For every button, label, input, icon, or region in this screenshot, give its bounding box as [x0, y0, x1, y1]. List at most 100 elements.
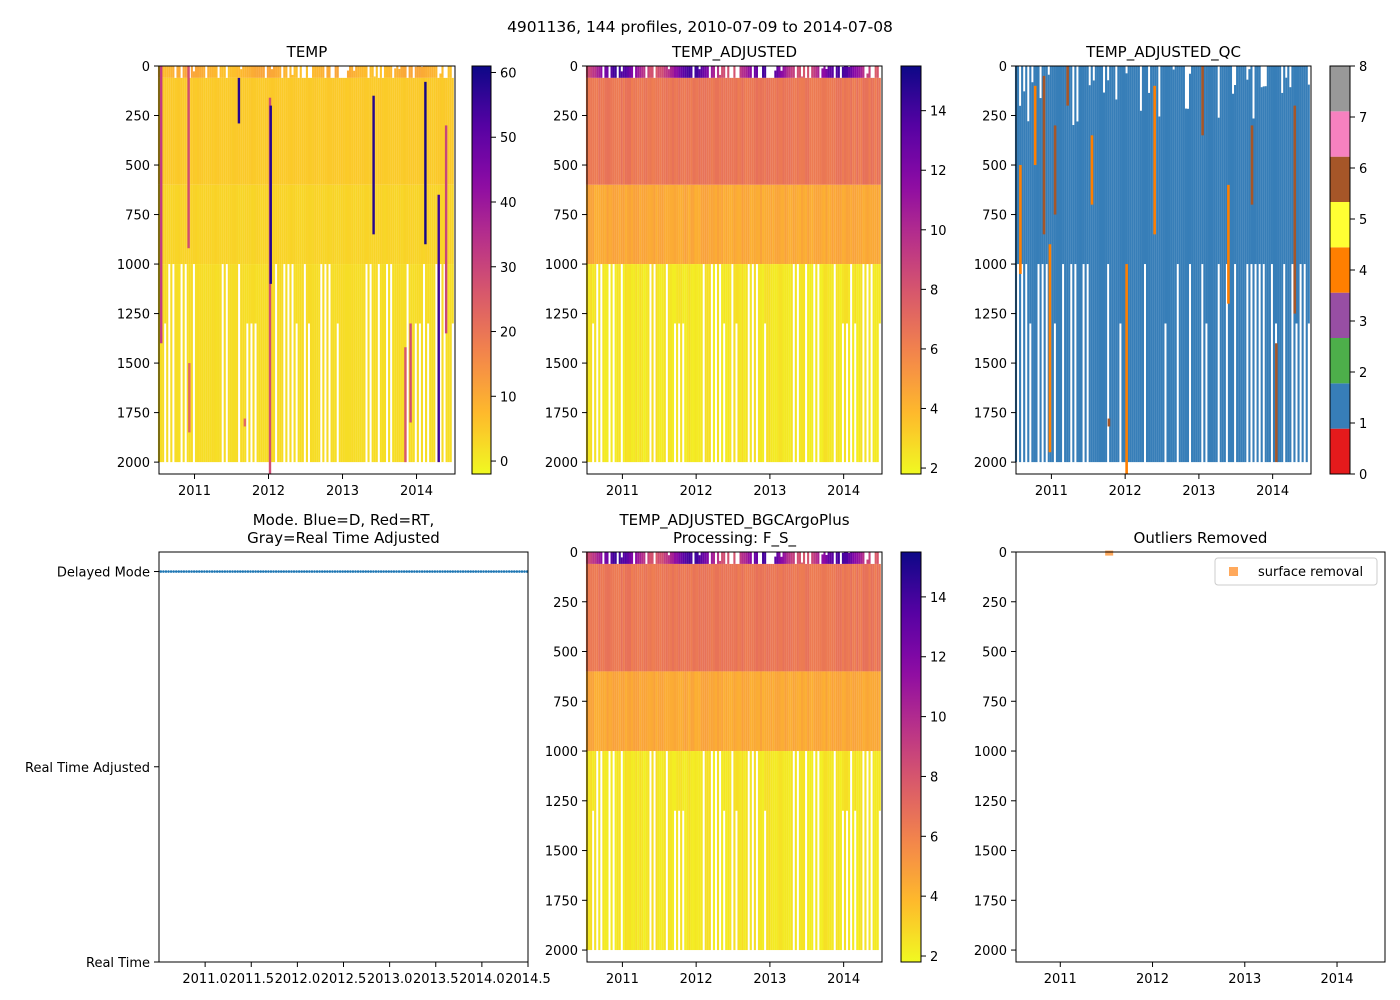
temp-adjusted-profile — [755, 66, 758, 265]
temp-adjusted-bgc-profile-segment — [878, 751, 881, 811]
temp-adjusted-profile — [667, 69, 670, 463]
temp-adjusted-profile — [727, 66, 730, 463]
temp-profile-segment — [186, 264, 189, 463]
temp-adjusted-bgc-profile-segment — [641, 671, 644, 752]
temp-adjusted-profile — [837, 66, 840, 463]
temp-profile-segment — [211, 264, 214, 463]
temp-adjusted-profile — [696, 66, 699, 463]
temp-adjusted-profile-segment — [772, 77, 775, 185]
temp-adjusted-bgc-profile-segment — [802, 563, 806, 672]
temp-adjusted-bgc-profile-segment — [719, 671, 722, 752]
temp-adjusted-qc-colorbar-tick-label: 5 — [1359, 213, 1367, 228]
temp-adjusted-qc-profile-bar — [1156, 66, 1159, 463]
temp-adjusted-profile-segment — [858, 66, 861, 78]
temp-adjusted-bgc-profile-segment — [860, 563, 863, 672]
temp-adjusted-qc-profile — [1016, 66, 1020, 265]
temp-adjusted-profile-segment — [667, 69, 670, 78]
temp-adjusted-bgc-profile-segment — [839, 563, 842, 672]
temp-adjusted-bgc-profile-segment — [673, 552, 677, 564]
temp-profile-segment — [332, 264, 335, 463]
temp-adjusted-profile-segment — [845, 66, 849, 78]
mode-point — [443, 570, 447, 573]
temp-ytick-label: 1250 — [117, 308, 150, 323]
temp-adjusted-profile-segment — [655, 77, 658, 185]
temp-profile-segment — [369, 184, 372, 265]
temp-profile-segment — [412, 184, 415, 265]
temp-profile-segment — [196, 66, 200, 78]
temp-profile-segment — [336, 184, 339, 265]
temp-adjusted-profile-segment — [800, 264, 804, 463]
temp-adjusted-bgc-profile-segment — [622, 552, 625, 564]
temp-adjusted-bgc-profile-segment — [778, 671, 781, 752]
temp-profile-segment — [381, 264, 384, 463]
temp-adjusted-ytick-label: 2000 — [545, 456, 578, 471]
temp-adjusted-qc-qc-bar — [1033, 85, 1037, 166]
temp-adjusted-qc-profile-bar — [1129, 66, 1132, 463]
temp-adjusted-profile-segment — [825, 68, 828, 78]
temp-adjusted-bgc-profile-segment — [635, 552, 638, 564]
temp-adjusted-profile-segment — [725, 184, 728, 265]
temp-adjusted-bgc-profile-segment — [598, 671, 601, 752]
temp-adjusted-bgc-profile — [874, 552, 877, 951]
temp-adjusted-qc-profile-bar — [1027, 121, 1030, 463]
temp-adjusted-bgc-profile-segment — [616, 751, 619, 951]
temp-adjusted-profile-segment — [612, 184, 615, 265]
mode-point — [195, 570, 198, 573]
temp-adjusted-bgc-profile-segment — [643, 751, 646, 951]
temp-adjusted-bgc-profile-segment — [598, 552, 601, 564]
temp-adjusted-profile-segment — [835, 66, 838, 78]
temp-adjusted-qc-colorbar-class — [1330, 66, 1350, 112]
temp-profile-segment — [299, 77, 302, 185]
temp-profile-segment — [201, 66, 204, 78]
temp-adjusted-profile-segment — [786, 66, 789, 78]
temp-adjusted-qc-profile-bar — [1217, 117, 1220, 265]
temp-adjusted-profile-segment — [766, 77, 769, 185]
temp-adjusted-qc-profile — [1027, 121, 1030, 463]
temp-profile-segment — [258, 264, 261, 463]
temp-adjusted-profile-segment — [616, 264, 619, 463]
temp-profile — [213, 66, 216, 463]
temp-profile-segment — [283, 184, 286, 265]
temp-adjusted-bgc-profile — [817, 552, 820, 752]
temp-adjusted-profile-segment — [710, 66, 713, 78]
temp-adjusted-profile-segment — [682, 77, 685, 185]
temp-adjusted-bgc-profile-segment — [852, 563, 855, 672]
temp-profile-segment — [349, 184, 352, 265]
temp-adjusted-profile-segment — [762, 77, 765, 185]
temp-adjusted-qc-profile — [1072, 125, 1075, 463]
temp-adjusted-profile-segment — [659, 66, 662, 78]
temp-adjusted-qc-profile-bar — [1113, 66, 1116, 463]
temp-adjusted-bgc-profile — [868, 552, 871, 951]
mode-point — [249, 570, 252, 573]
temp-adjusted-qc-profile-bar — [1090, 66, 1093, 463]
temp-adjusted-bgc-profile-segment — [798, 563, 801, 672]
temp-adjusted-bgc-ytick-label: 750 — [553, 695, 578, 710]
temp-profile-segment — [211, 184, 214, 265]
temp-adjusted-profile-segment — [714, 184, 718, 265]
temp-adjusted-bgc-profile-segment — [843, 751, 847, 951]
temp-adjusted-bgc-profile-segment — [843, 563, 847, 672]
temp-adjusted-profile-segment — [647, 77, 650, 185]
temp-profile-segment — [429, 77, 432, 185]
temp-profile-segment — [291, 184, 294, 265]
temp-adjusted-qc-profile — [1219, 66, 1222, 463]
temp-adjusted-bgc-profile-segment — [745, 671, 748, 752]
temp-adjusted-profile — [708, 77, 711, 463]
temp-adjusted-bgc-profile — [821, 554, 824, 951]
temp-adjusted-profile-segment — [604, 66, 607, 78]
temp-profile — [422, 66, 426, 265]
temp-adjusted-profile-segment — [809, 184, 812, 265]
temp-adjusted-profile-segment — [653, 184, 656, 265]
mode-point — [407, 570, 411, 573]
temp-adjusted-bgc-profile-segment — [786, 751, 789, 951]
temp-profile-segment — [250, 184, 253, 265]
temp-adjusted-bgc-profile-segment — [592, 563, 595, 672]
temp-adjusted-profile-segment — [733, 77, 736, 185]
temp-adjusted-profile-segment — [665, 184, 668, 265]
temp-adjusted-profile-segment — [751, 184, 754, 265]
temp-adjusted-bgc-profile-segment — [725, 751, 728, 951]
temp-profile-segment — [248, 264, 251, 463]
temp-adjusted-bgc-profile-segment — [641, 563, 644, 672]
temp-adjusted-profile-segment — [766, 184, 769, 265]
temp-spike — [188, 363, 191, 433]
